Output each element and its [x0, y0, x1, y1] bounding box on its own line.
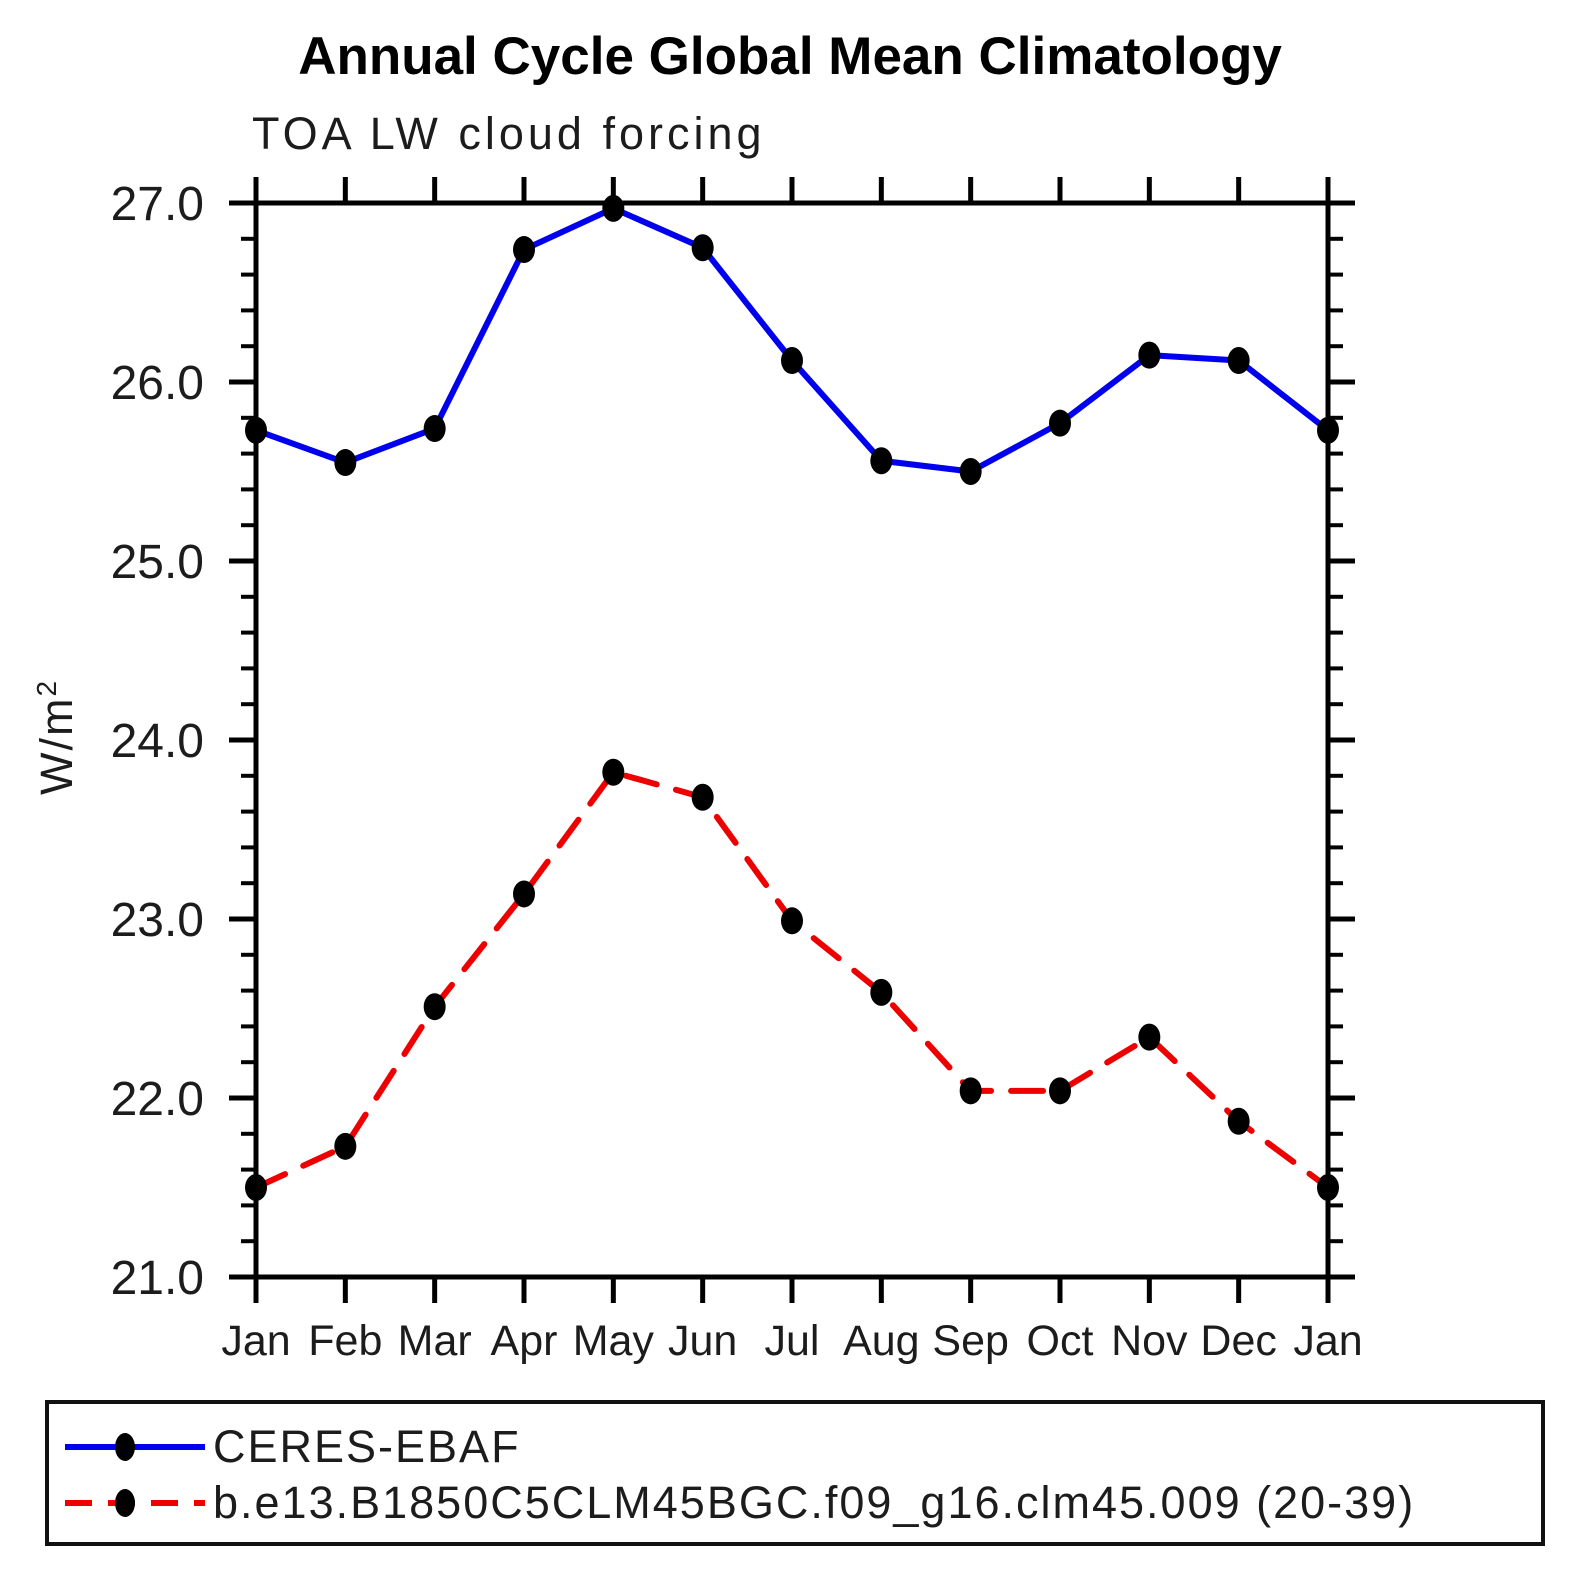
data-point-marker	[781, 347, 803, 375]
data-point-marker	[513, 236, 535, 264]
y-tick-label: 22.0	[111, 1073, 204, 1126]
data-point-marker	[959, 458, 982, 485]
x-tick-label: Mar	[398, 1317, 472, 1365]
data-point-marker	[334, 449, 357, 477]
x-tick-label: Nov	[1111, 1317, 1188, 1365]
x-tick-label: Apr	[491, 1317, 558, 1365]
chart-subtitle: TOA LW cloud forcing	[252, 108, 766, 159]
series-line-1	[253, 769, 1331, 1191]
x-tick-label: May	[573, 1317, 655, 1365]
data-point-marker	[1317, 1174, 1339, 1201]
data-point-marker	[245, 1174, 267, 1201]
y-tick-label: 25.0	[111, 536, 204, 589]
page-title: Annual Cycle Global Mean Climatology	[298, 27, 1282, 86]
data-point-marker	[1138, 1023, 1161, 1051]
data-point-marker	[781, 907, 803, 935]
y-tick-label: 26.0	[111, 357, 204, 410]
data-point-marker	[334, 1132, 357, 1160]
legend-box: CERES-EBAF b.e13.B1850C5CLM45BGC.f09_g16…	[45, 1400, 1545, 1546]
legend-label-model-run: b.e13.B1850C5CLM45BGC.f09_g16.clm45.009 …	[213, 1477, 1416, 1528]
data-point-marker	[602, 758, 625, 786]
legend-marker-dot	[115, 1433, 135, 1461]
legend-swatch-dashed-line	[65, 1489, 205, 1517]
x-tick-label: Jul	[765, 1317, 820, 1365]
y-tick-label: 24.0	[111, 715, 204, 768]
data-point-marker	[691, 234, 714, 262]
series-line-0	[253, 205, 1331, 475]
data-point-marker	[602, 194, 625, 222]
x-tick-label: Dec	[1200, 1317, 1276, 1365]
x-tick-label: Oct	[1027, 1317, 1094, 1365]
data-point-marker	[1049, 409, 1071, 437]
y-tick-label: 23.0	[111, 894, 204, 947]
legend-label-ceres-ebaf: CERES-EBAF	[213, 1421, 521, 1472]
y-tick-label: 27.0	[111, 178, 204, 231]
x-tick-label: Feb	[308, 1317, 382, 1365]
x-tick-label: Aug	[843, 1317, 920, 1365]
data-point-marker	[1049, 1077, 1071, 1105]
data-point-marker	[423, 415, 446, 443]
data-point-marker	[423, 993, 446, 1021]
data-point-marker	[870, 447, 893, 475]
data-point-marker	[1138, 341, 1161, 369]
legend-entry-model-run: b.e13.B1850C5CLM45BGC.f09_g16.clm45.009 …	[57, 1470, 1415, 1536]
legend-swatch-solid-line	[65, 1433, 205, 1461]
legend-entry-ceres-ebaf: CERES-EBAF	[57, 1414, 521, 1480]
legend-marker-dot	[115, 1489, 135, 1517]
x-tick-label: Sep	[932, 1317, 1009, 1365]
x-tick-label: Jan	[1293, 1317, 1362, 1365]
data-point-marker	[513, 880, 535, 908]
x-tick-label: Jan	[221, 1317, 290, 1365]
y-tick-label: 21.0	[111, 1252, 204, 1305]
data-point-marker	[1227, 347, 1250, 375]
data-point-marker	[870, 978, 893, 1006]
data-point-marker	[691, 783, 714, 811]
x-tick-label: Jun	[668, 1317, 737, 1365]
data-point-marker	[959, 1077, 982, 1105]
plot-frame	[253, 200, 1331, 1280]
data-point-marker	[1227, 1107, 1250, 1135]
data-point-marker	[1317, 416, 1339, 444]
data-point-marker	[245, 416, 267, 444]
